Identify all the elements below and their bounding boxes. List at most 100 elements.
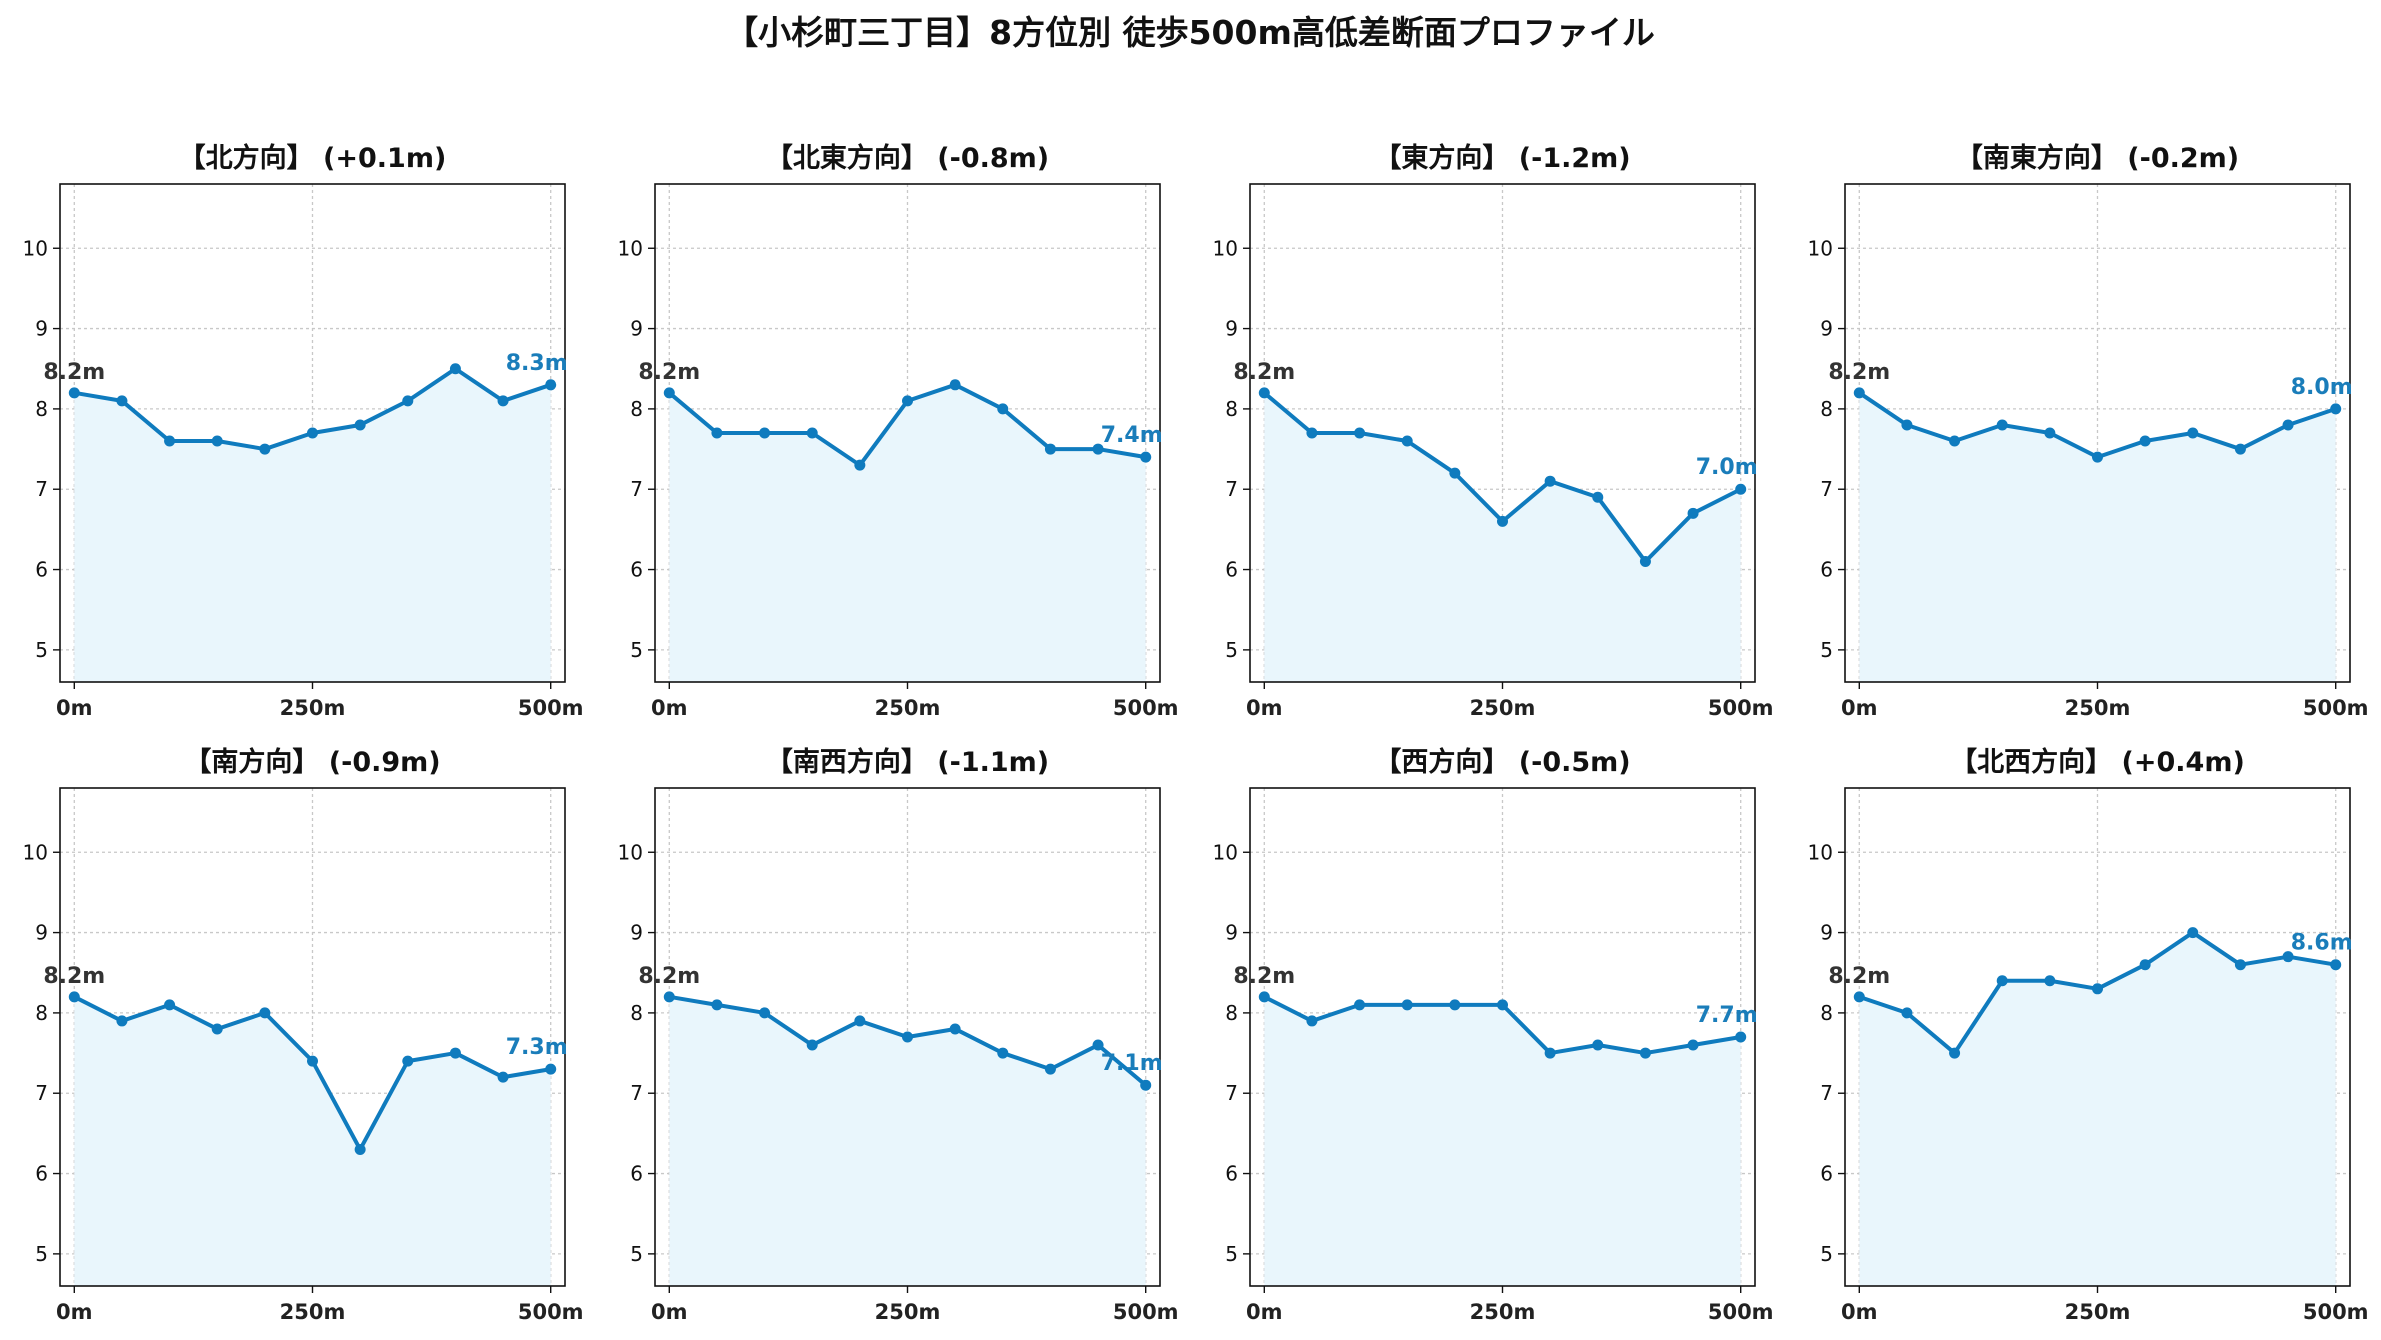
area-fill [1264,392,1741,682]
y-tick-label: 7 [630,477,643,501]
data-point [307,1055,318,1067]
y-tick-label: 8 [1225,397,1238,421]
panel-title: 【南西方向】 (-1.1m) [766,746,1049,778]
data-point [497,1071,509,1083]
data-point [2139,959,2151,971]
x-tick-label: 250m [280,1300,346,1324]
y-tick-label: 6 [35,558,48,582]
chart-panel: 【北東方向】 (-0.8m) 5 6 7 8 9 10 0m 250m 500m 8.2m 7.4m [618,142,1179,720]
y-tick-label: 10 [1808,236,1833,260]
x-tick-label: 500m [1113,696,1179,720]
data-point [1639,1047,1651,1059]
start-value-label: 8.2m [43,360,105,385]
data-point [68,387,80,399]
panel-title: 【南方向】 (-0.9m) [184,746,440,778]
x-tick-label: 500m [2303,1300,2369,1324]
x-tick-label: 500m [2303,696,2369,720]
x-tick-label: 250m [1470,1300,1536,1324]
x-tick-label: 500m [1708,1300,1774,1324]
y-tick-label: 6 [1225,1162,1238,1186]
end-value-label: 7.7m [1696,1003,1758,1028]
data-point [2330,403,2342,415]
y-tick-label: 7 [35,1081,48,1105]
x-tick-label: 0m [651,696,688,720]
y-tick-label: 8 [1225,1001,1238,1025]
y-tick-label: 7 [630,1081,643,1105]
start-value-label: 8.2m [1828,360,1890,385]
y-tick-label: 6 [35,1162,48,1186]
data-point [2282,951,2294,963]
y-tick-label: 6 [1820,558,1833,582]
data-point [1901,1007,1913,1019]
y-tick-label: 5 [1225,638,1238,662]
x-tick-label: 500m [518,1300,584,1324]
start-value-label: 8.2m [1828,964,1890,989]
data-point [402,1055,414,1067]
end-value-label: 8.3m [506,351,568,376]
data-point [806,427,818,439]
y-tick-label: 6 [630,558,643,582]
area-fill [74,368,551,682]
data-point [1996,975,2008,987]
data-point [2044,975,2056,987]
data-point [1544,1047,1556,1059]
data-point [997,403,1009,415]
data-point [497,395,509,407]
data-point [663,387,675,399]
data-point [902,1031,913,1043]
chart-panel: 【東方向】 (-1.2m) 5 6 7 8 9 10 0m 250m 500m 8.2m 7.0m [1213,142,1774,720]
data-point [711,999,723,1011]
data-point [854,1015,866,1027]
y-tick-label: 10 [1213,236,1238,260]
y-tick-label: 8 [1820,397,1833,421]
x-tick-label: 0m [1841,1300,1878,1324]
data-point [1592,491,1604,503]
y-tick-label: 6 [1225,558,1238,582]
x-tick-label: 250m [280,696,346,720]
y-tick-label: 9 [1820,921,1833,945]
data-point [164,435,176,447]
y-tick-label: 5 [630,638,643,662]
y-tick-label: 9 [1225,317,1238,341]
data-point [854,459,866,471]
data-point [1306,1015,1318,1027]
figure-title: 【小杉町三丁目】8方位別 徒歩500m高低差断面プロファイル [725,13,1655,52]
data-point [402,395,414,407]
y-tick-label: 10 [23,840,48,864]
start-value-label: 8.2m [43,964,105,989]
panel-title: 【北方向】 (+0.1m) [179,142,447,174]
data-point [2187,427,2199,439]
data-point [1449,999,1461,1011]
x-tick-label: 500m [1708,696,1774,720]
data-point [2234,959,2246,971]
data-point [1592,1039,1604,1051]
data-point [1949,435,1961,447]
data-point [1401,435,1413,447]
data-point [2092,451,2103,463]
y-tick-label: 10 [618,840,643,864]
panel-title: 【北東方向】 (-0.8m) [766,142,1049,174]
start-value-label: 8.2m [638,964,700,989]
chart-panel: 【北西方向】 (+0.4m) 5 6 7 8 9 10 0m 250m 500m 8.2m 8.6m [1808,746,2369,1324]
chart-panel: 【北方向】 (+0.1m) 5 6 7 8 9 10 0m 250m 500m 8.2m 8.3m [23,142,584,720]
data-point [545,379,557,391]
y-tick-label: 7 [1820,1081,1833,1105]
data-point [1044,443,1056,455]
panel-title: 【南東方向】 (-0.2m) [1956,142,2239,174]
y-tick-label: 9 [630,317,643,341]
chart-panel: 【南東方向】 (-0.2m) 5 6 7 8 9 10 0m 250m 500m 8.2m 8.0m [1808,142,2369,720]
start-value-label: 8.2m [1233,964,1295,989]
data-point [1996,419,2008,431]
data-point [1949,1047,1961,1059]
data-point [2330,959,2342,971]
end-value-label: 7.1m [1101,1051,1163,1076]
data-point [759,427,771,439]
end-value-label: 7.3m [506,1035,568,1060]
data-point [2139,435,2151,447]
data-point [1853,991,1865,1003]
y-tick-label: 5 [35,1242,48,1266]
data-point [211,1023,223,1035]
x-tick-label: 250m [2065,696,2131,720]
end-value-label: 8.0m [2291,375,2353,400]
data-point [1306,427,1318,439]
